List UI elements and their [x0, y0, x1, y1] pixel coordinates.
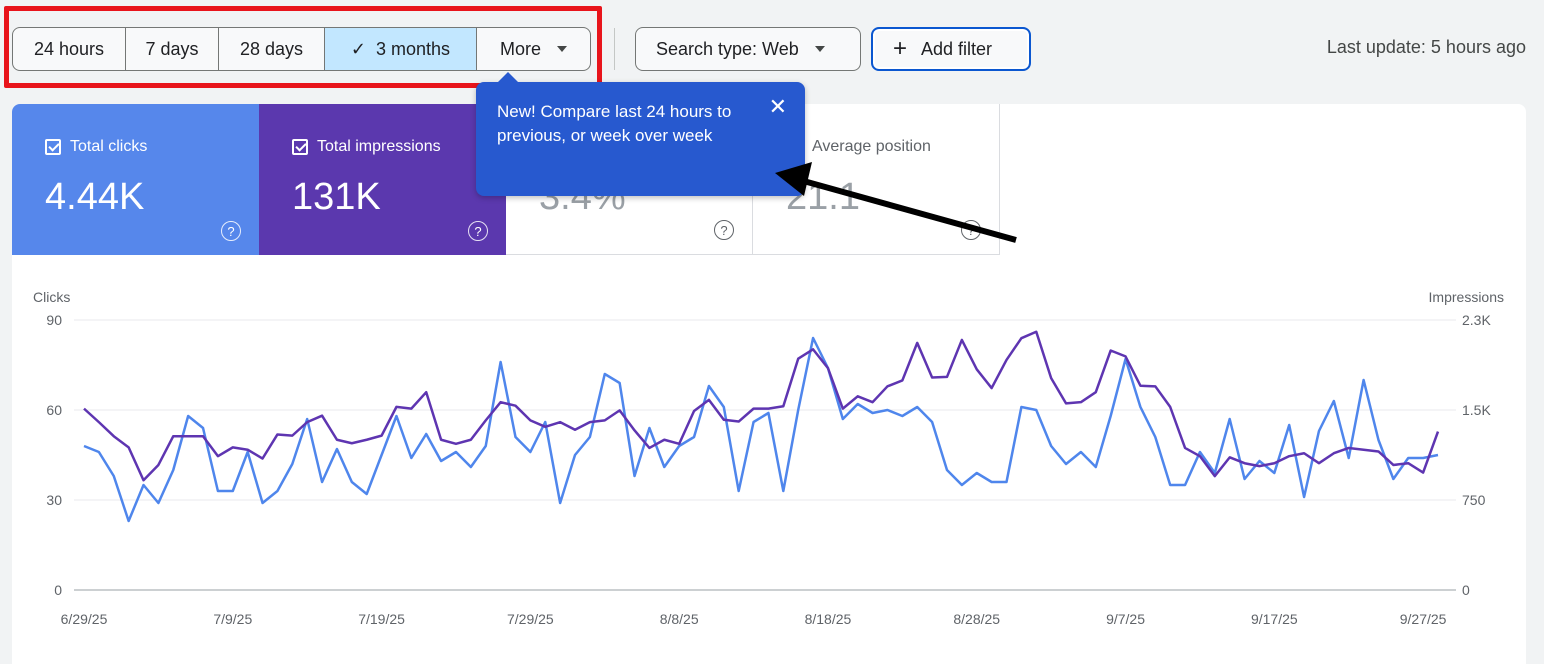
tooltip-text: New! Compare last 24 hours to previous, …	[497, 102, 732, 145]
more-ranges-dropdown[interactable]: More	[477, 28, 590, 70]
x-tick-label: 6/29/25	[61, 611, 108, 627]
series-line-impressions	[83, 330, 1440, 482]
y-tick-label-left: 60	[46, 402, 62, 418]
metric-label: Average position	[812, 138, 931, 155]
close-icon[interactable]: ✕	[768, 94, 787, 119]
help-icon[interactable]: ?	[961, 220, 981, 240]
search-type-label: Search type: Web	[656, 38, 799, 59]
checkmark-icon: ✓	[350, 38, 367, 59]
search-type-dropdown[interactable]: Search type: Web	[635, 27, 861, 71]
date-range-selector: 24 hours 7 days 28 days ✓ 3 months More	[12, 27, 591, 71]
range-7-days-button[interactable]: 7 days	[126, 28, 219, 70]
toolbar: 24 hours 7 days 28 days ✓ 3 months More …	[0, 0, 1544, 100]
y-tick-label-right: 0	[1462, 582, 1470, 598]
y-tick-label-right: 2.3K	[1462, 312, 1491, 328]
y-tick-label-right: 1.5K	[1462, 402, 1491, 418]
y-axis-left-label: Clicks	[33, 289, 70, 305]
checkbox-checked-icon[interactable]	[292, 139, 308, 155]
last-update-text: Last update: 5 hours ago	[1326, 37, 1526, 57]
metric-label: Total impressions	[317, 138, 441, 155]
series-line-clicks	[83, 336, 1439, 523]
y-tick-label-left: 30	[46, 492, 62, 508]
help-icon[interactable]: ?	[714, 220, 734, 240]
metric-label: Total clicks	[70, 138, 148, 155]
metric-tile-total-clicks[interactable]: Total clicks 4.44K ?	[12, 104, 259, 255]
y-tick-label-left: 90	[46, 312, 62, 328]
toolbar-divider	[614, 28, 615, 70]
range-label: 28 days	[239, 38, 304, 59]
chevron-down-icon	[557, 46, 567, 52]
add-filter-button[interactable]: + Add filter	[871, 27, 1031, 71]
help-icon[interactable]: ?	[221, 221, 241, 241]
y-axis-right-label: Impressions	[1429, 289, 1504, 305]
x-tick-label: 7/9/25	[213, 611, 252, 627]
annotation-highlight-box	[4, 6, 602, 88]
feature-tooltip: New! Compare last 24 hours to previous, …	[476, 72, 805, 196]
add-filter-label: Add filter	[921, 38, 993, 59]
performance-card: Total clicks 4.44K ? Total impressions 1…	[12, 104, 1526, 664]
more-label: More	[499, 38, 541, 59]
x-tick-label: 8/18/25	[805, 611, 852, 627]
range-24-hours-button[interactable]: 24 hours	[13, 28, 126, 70]
y-ticks-left: 0 30 60 90	[46, 312, 62, 598]
range-label: 24 hours	[33, 38, 105, 59]
metric-label-row: Total clicks	[45, 138, 147, 156]
metric-value: 131K	[292, 176, 381, 218]
x-tick-label: 9/27/25	[1400, 611, 1447, 627]
range-28-days-button[interactable]: 28 days	[219, 28, 325, 70]
range-label: 7 days	[145, 38, 199, 59]
y-ticks-right: 0 750 1.5K 2.3K	[1462, 312, 1491, 598]
metric-tile-total-impressions[interactable]: Total impressions 131K ?	[259, 104, 506, 255]
plus-icon: +	[893, 35, 908, 62]
metric-value: 4.44K	[45, 176, 145, 218]
x-ticks: 6/29/25 7/9/25 7/19/25 7/29/25 8/8/25 8/18/25…	[61, 611, 1447, 627]
checkbox-checked-icon[interactable]	[45, 139, 61, 155]
range-label: 3 months	[376, 38, 451, 59]
help-icon[interactable]: ?	[468, 221, 488, 241]
x-tick-label: 7/29/25	[507, 611, 554, 627]
y-tick-label-right: 750	[1462, 492, 1486, 508]
chevron-down-icon	[814, 46, 825, 52]
x-tick-label: 9/7/25	[1106, 611, 1145, 627]
y-tick-label-left: 0	[54, 582, 62, 598]
x-tick-label: 8/8/25	[660, 611, 699, 627]
x-tick-label: 8/28/25	[953, 611, 1000, 627]
chart-gridlines	[74, 319, 1456, 591]
metric-label-row: Average position	[812, 138, 931, 156]
x-tick-label: 7/19/25	[358, 611, 405, 627]
range-3-months-button[interactable]: ✓ 3 months	[325, 28, 477, 70]
x-tick-label: 9/17/25	[1251, 611, 1298, 627]
metric-label-row: Total impressions	[292, 138, 441, 156]
